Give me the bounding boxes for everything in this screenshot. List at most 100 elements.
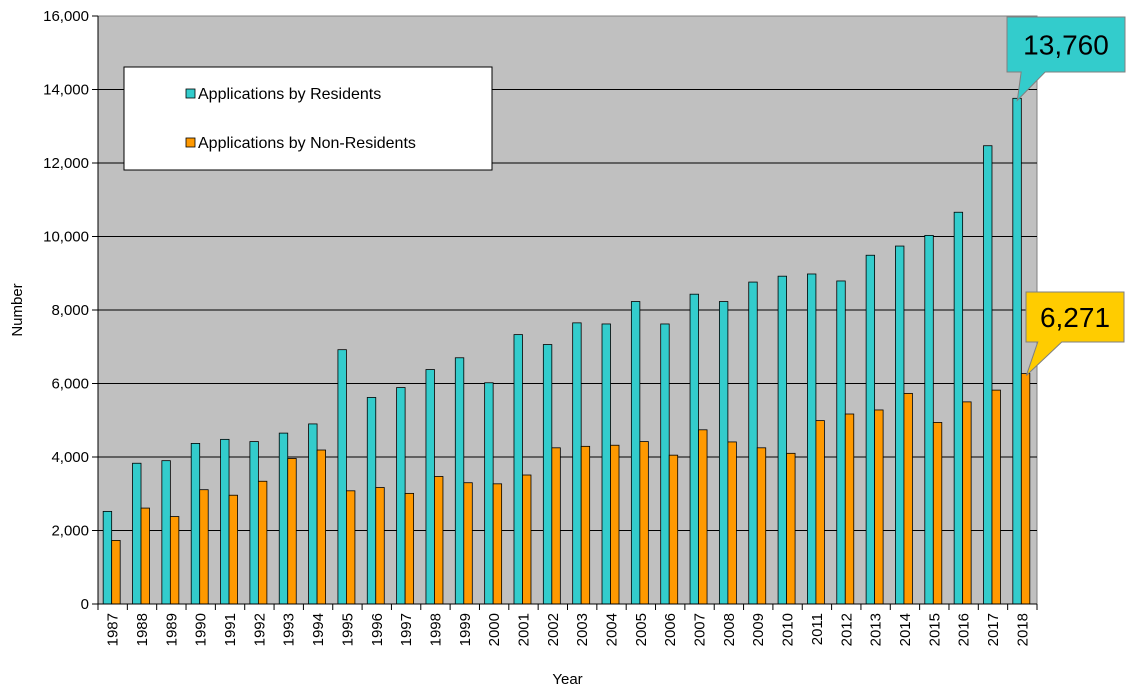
bar-non-residents xyxy=(375,487,385,605)
x-axis-title: Year xyxy=(552,671,582,688)
legend-swatch-non-residents xyxy=(185,137,196,148)
x-tick-label: 1994 xyxy=(310,613,327,646)
bar-residents xyxy=(1012,97,1022,605)
x-tick-label: 2006 xyxy=(662,613,679,646)
x-tick-label: 1990 xyxy=(193,613,210,646)
bar-non-residents xyxy=(932,422,943,605)
bar-residents xyxy=(161,460,171,605)
x-tick-label: 2005 xyxy=(633,613,650,646)
x-tick-label: 2018 xyxy=(1014,613,1031,646)
bar-residents xyxy=(278,432,289,605)
legend-box xyxy=(123,66,493,171)
bar-residents xyxy=(895,245,905,605)
legend: Applications by Residents Applications b… xyxy=(123,66,493,171)
x-tick-label: 1996 xyxy=(369,613,386,646)
bar-non-residents xyxy=(492,483,503,605)
y-tick-label: 0 xyxy=(81,596,89,613)
bar-residents xyxy=(366,397,377,605)
x-tick-label: 2016 xyxy=(956,613,973,646)
bar-non-residents xyxy=(844,413,855,605)
callout-label-non-residents: 6,271 xyxy=(1040,302,1110,333)
bar-non-residents xyxy=(903,393,913,605)
bar-residents xyxy=(836,280,846,605)
bar-non-residents xyxy=(140,507,150,605)
bar-residents xyxy=(308,423,318,605)
bar-non-residents xyxy=(346,490,356,605)
bar-non-residents xyxy=(522,474,532,605)
bar-residents xyxy=(337,349,347,605)
y-tick-label: 10,000 xyxy=(43,229,89,246)
x-tick-label: 2002 xyxy=(545,613,562,646)
bar-non-residents xyxy=(815,420,825,605)
bar-residents xyxy=(102,510,113,605)
bar-non-residents xyxy=(551,447,561,605)
callout-label-residents: 13,760 xyxy=(1023,30,1109,61)
x-tick-label: 2017 xyxy=(985,613,1002,646)
x-tick-label: 2009 xyxy=(750,613,767,646)
bar-residents xyxy=(572,322,582,605)
bar-residents xyxy=(924,234,934,605)
bar-non-residents xyxy=(228,494,238,605)
bar-residents xyxy=(807,273,817,605)
bar-non-residents xyxy=(169,516,180,605)
x-tick-label: 2011 xyxy=(809,613,826,645)
x-tick-labels: 1987 1988 1989 1990 1991 1992 1993 1994 1995 1996… xyxy=(97,604,1038,646)
x-tick-label: 2001 xyxy=(515,613,532,646)
callout-shape-non-residents xyxy=(1025,291,1125,376)
x-tick-label: 2007 xyxy=(692,613,709,646)
bar-non-residents xyxy=(1020,373,1031,605)
bar-residents xyxy=(396,387,406,605)
bar-non-residents xyxy=(580,445,591,605)
bar-residents xyxy=(601,323,611,605)
x-tick-label: 1999 xyxy=(457,613,474,646)
bar-residents xyxy=(660,323,670,605)
bar-residents xyxy=(454,357,465,605)
bar-residents xyxy=(190,443,201,605)
x-tick-label: 2010 xyxy=(780,613,797,646)
x-tick-label: 2004 xyxy=(604,613,621,646)
x-tick-label: 2015 xyxy=(926,613,943,646)
bar-non-residents xyxy=(962,401,972,605)
bar-non-residents xyxy=(874,409,884,605)
x-tick-label: 1995 xyxy=(339,613,356,646)
bar-residents xyxy=(425,369,435,605)
bar-residents xyxy=(220,438,230,605)
bar-non-residents xyxy=(639,441,649,605)
y-tick-label: 14,000 xyxy=(43,82,89,99)
legend-label-residents: Applications by Residents xyxy=(198,86,381,103)
bar-residents xyxy=(249,441,259,605)
x-tick-label: 1987 xyxy=(105,613,122,646)
bar-non-residents xyxy=(257,480,268,605)
bar-non-residents xyxy=(727,441,737,605)
callout-non-residents-2018: 6,271 xyxy=(1025,291,1125,376)
y-tick-label: 4,000 xyxy=(51,449,89,466)
bar-non-residents xyxy=(316,449,326,605)
bar-non-residents xyxy=(404,492,415,605)
x-tick-label: 1989 xyxy=(163,613,180,646)
bar-residents xyxy=(513,334,523,605)
bar-non-residents xyxy=(786,452,796,605)
bar-residents xyxy=(865,254,876,605)
x-tick-label: 2003 xyxy=(574,613,591,646)
y-tick-label: 16,000 xyxy=(43,8,89,25)
callout-residents-2018: 13,760 xyxy=(1006,16,1126,102)
bar-non-residents xyxy=(698,429,708,605)
legend-swatch-residents xyxy=(185,88,196,99)
bar-non-residents xyxy=(668,454,679,605)
x-tick-label: 1997 xyxy=(398,613,415,646)
y-tick-label: 8,000 xyxy=(51,302,89,319)
bar-residents xyxy=(718,301,729,605)
bar-residents xyxy=(630,301,641,605)
y-tick-label: 2,000 xyxy=(51,523,89,540)
bar-residents xyxy=(953,211,964,605)
x-tick-label: 1998 xyxy=(427,613,444,646)
bar-non-residents xyxy=(287,458,297,605)
y-axis-title: Number xyxy=(9,283,26,336)
x-tick-label: 1991 xyxy=(222,613,239,646)
bar-non-residents xyxy=(756,447,767,605)
bar-residents xyxy=(542,344,553,605)
bar-non-residents xyxy=(991,389,1001,605)
bar-non-residents xyxy=(111,540,121,605)
